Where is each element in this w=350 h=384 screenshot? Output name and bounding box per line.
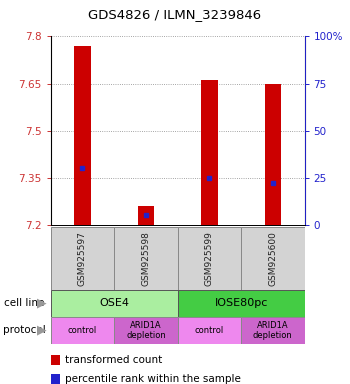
Text: GSM925600: GSM925600 [268, 231, 277, 286]
Text: control: control [68, 326, 97, 335]
Bar [51, 290, 177, 317]
Bar [114, 317, 177, 344]
Text: transformed count: transformed count [65, 355, 162, 365]
Text: control: control [195, 326, 224, 335]
Text: protocol: protocol [4, 325, 46, 335]
Bar [177, 290, 304, 317]
Text: OSE4: OSE4 [99, 298, 129, 308]
Text: GSM925599: GSM925599 [205, 231, 214, 286]
Bar [51, 317, 114, 344]
Bar [265, 83, 281, 225]
Bar [74, 46, 91, 225]
Bar [177, 317, 241, 344]
Text: ▶: ▶ [36, 297, 46, 310]
Bar [51, 227, 114, 290]
Text: GSM925598: GSM925598 [141, 231, 150, 286]
Text: cell line: cell line [4, 298, 44, 308]
Text: ▶: ▶ [36, 324, 46, 337]
Text: ARID1A
depletion: ARID1A depletion [253, 321, 293, 340]
Text: IOSE80pc: IOSE80pc [214, 298, 268, 308]
Bar [241, 317, 304, 344]
Bar [241, 227, 304, 290]
Text: ARID1A
depletion: ARID1A depletion [126, 321, 166, 340]
Text: GDS4826 / ILMN_3239846: GDS4826 / ILMN_3239846 [89, 8, 261, 21]
Bar [114, 227, 177, 290]
Text: GSM925597: GSM925597 [78, 231, 87, 286]
Text: percentile rank within the sample: percentile rank within the sample [65, 374, 241, 384]
Bar [177, 227, 241, 290]
Bar [138, 206, 154, 225]
Bar [201, 80, 218, 225]
